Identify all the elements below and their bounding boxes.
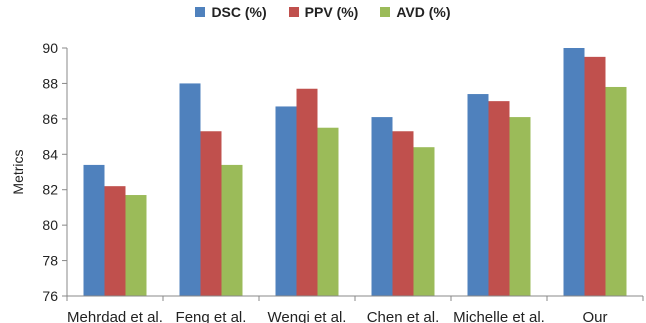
- bar-dsc-2: [275, 106, 297, 296]
- bar-avd-3: [413, 147, 435, 296]
- bar-avd-4: [509, 117, 531, 296]
- legend-item-avd: AVD (%): [380, 4, 451, 20]
- y-tick-label: 88: [42, 75, 58, 91]
- bar-dsc-4: [467, 94, 489, 296]
- y-tick-label: 82: [42, 182, 58, 198]
- legend-swatch-avd: [380, 7, 391, 17]
- bar-ppv-3: [392, 131, 414, 296]
- y-tick-label: 86: [42, 111, 58, 127]
- bar-dsc-0: [83, 164, 105, 296]
- y-tick-label: 84: [42, 146, 58, 162]
- y-tick-label: 76: [42, 288, 58, 304]
- y-tick-label: 78: [42, 253, 58, 269]
- bar-avd-0: [125, 195, 147, 296]
- y-tick-label: 80: [42, 217, 58, 233]
- y-axis-ticks: 76 78 80 82 84 86 88 90: [42, 40, 644, 304]
- legend-swatch-ppv: [288, 7, 299, 17]
- y-tick-label: 90: [42, 40, 58, 56]
- legend-item-ppv: PPV (%): [288, 4, 359, 20]
- x-tick-label: Chen et al.: [367, 309, 440, 323]
- legend-label-dsc: DSC (%): [211, 4, 267, 20]
- x-tick-label: Michelle et al.: [453, 309, 545, 323]
- legend: DSC (%) PPV (%) AVD (%): [0, 4, 646, 20]
- x-axis-labels: Mehrdad et al. Feng et al. Wenqi et al. Che…: [67, 309, 607, 323]
- legend-label-ppv: PPV (%): [304, 4, 359, 20]
- bar-avd-2: [317, 127, 339, 296]
- bar-avd-1: [221, 164, 243, 296]
- x-tick-label: Our: [582, 309, 607, 323]
- bars: [83, 48, 627, 297]
- bar-avd-5: [605, 86, 627, 296]
- bar-dsc-5: [563, 48, 585, 296]
- bar-dsc-1: [179, 83, 201, 296]
- bar-ppv-5: [584, 56, 606, 296]
- bar-ppv-1: [200, 131, 222, 296]
- bar-ppv-0: [104, 186, 126, 296]
- bar-ppv-4: [488, 101, 510, 297]
- x-tick-label: Wenqi et al.: [268, 309, 347, 323]
- x-tick-label: Mehrdad et al.: [67, 309, 163, 323]
- bar-ppv-2: [296, 88, 318, 296]
- legend-label-avd: AVD (%): [396, 4, 451, 20]
- legend-swatch-dsc: [195, 7, 206, 17]
- y-axis-title: Metrics: [10, 149, 26, 194]
- x-tick-label: Feng et al.: [176, 309, 247, 323]
- legend-item-dsc: DSC (%): [195, 4, 267, 20]
- bar-dsc-3: [371, 117, 393, 296]
